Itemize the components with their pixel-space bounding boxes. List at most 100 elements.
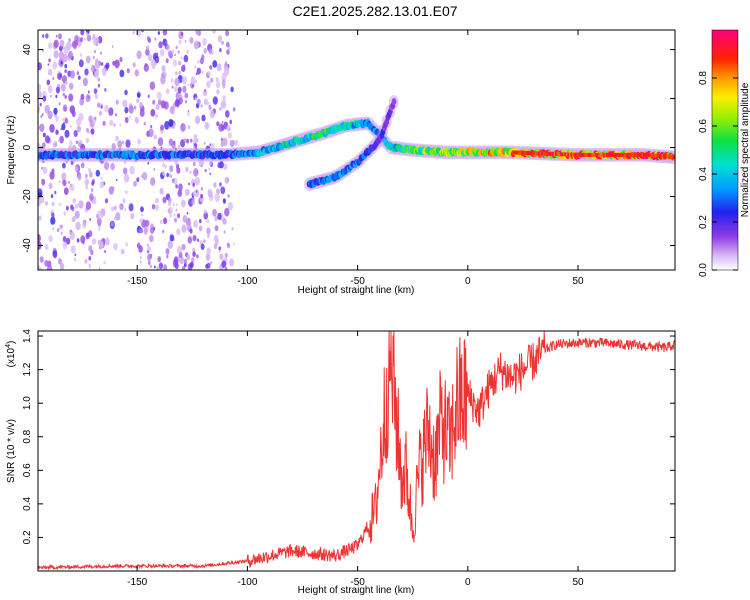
noise-blob (55, 143, 57, 147)
noise-blob (187, 109, 190, 113)
noise-blob (226, 242, 230, 247)
noise-blob (45, 135, 50, 144)
noise-blob (152, 99, 156, 105)
strong-band-cell (664, 154, 667, 159)
noise-blob (71, 110, 76, 118)
snr-frame (37, 330, 676, 572)
noise-blob (42, 34, 45, 38)
strong-band-cell (598, 152, 601, 157)
noise-blob (213, 182, 217, 188)
noise-blob (176, 228, 181, 236)
strong-band-cell (672, 155, 675, 160)
noise-blob (213, 243, 218, 250)
noise-blob (189, 228, 193, 234)
x-tick-label: -150 (127, 276, 147, 287)
noise-blob (203, 239, 206, 244)
noise-blob (147, 253, 152, 261)
noise-blob (229, 258, 235, 267)
noise-blob (48, 42, 53, 49)
x-tick-label: -100 (237, 577, 257, 588)
noise-blob (200, 104, 203, 108)
noise-blob (55, 34, 58, 38)
noise-blob (205, 253, 211, 261)
noise-blob (87, 130, 90, 134)
noise-blob (68, 38, 71, 42)
strong-band-cell (587, 152, 590, 157)
noise-blob (132, 62, 136, 68)
noise-blob (201, 70, 204, 74)
noise-blob (103, 261, 106, 265)
strong-band-cell (604, 152, 607, 157)
noise-blob (167, 240, 173, 249)
noise-blob (104, 198, 109, 204)
spectrogram-x-ticks: -150 -100 -50 0 50 (127, 30, 584, 287)
noise-blob (207, 233, 210, 239)
noise-blob (53, 39, 59, 48)
noise-blob (165, 248, 170, 255)
colorbar-tick-label: 0.4 (698, 167, 709, 181)
strong-band-cell (629, 152, 632, 157)
spectrogram-x-axis-label: Height of straight line (km) (298, 285, 415, 296)
noise-blob (66, 237, 71, 245)
strong-band-cell (606, 152, 609, 157)
noise-blob (191, 257, 195, 263)
noise-blob (230, 86, 234, 93)
noise-blob (115, 99, 119, 105)
noise-blob (122, 198, 126, 204)
noise-blob (46, 264, 53, 270)
strong-band-cell (556, 152, 559, 157)
noise-blob (119, 123, 122, 126)
noise-blob (208, 104, 212, 111)
noise-blob (64, 69, 67, 73)
noise-blob (194, 65, 197, 69)
y-tick-label: 40 (22, 44, 33, 56)
noise-blob (134, 69, 139, 77)
noise-blob (155, 52, 159, 56)
noise-blob (168, 119, 174, 127)
noise-blob (124, 116, 129, 124)
strong-band-cell (562, 152, 565, 157)
noise-blob (145, 219, 150, 227)
noise-blob (218, 123, 224, 132)
strong-band-cell (552, 151, 555, 156)
noise-blob (194, 189, 200, 198)
noise-blob (233, 242, 235, 246)
strong-band-cell (542, 151, 545, 156)
noise-blob (155, 57, 158, 61)
noise-blob (62, 162, 66, 169)
noise-blob (99, 181, 105, 189)
strong-band-cell (579, 152, 582, 157)
noise-blob (62, 53, 68, 63)
noise-blob (52, 142, 56, 148)
spectrogram-frame (37, 29, 676, 271)
noise-blob (175, 45, 178, 50)
noise-blob (203, 211, 209, 220)
noise-blob (157, 256, 161, 263)
noise-blob (226, 49, 230, 55)
noise-blob (215, 76, 219, 83)
snr-scale-exponent: 4 (5, 344, 12, 348)
noise-blob (78, 59, 84, 68)
noise-blob (154, 37, 157, 41)
x-tick-label: -50 (350, 276, 365, 287)
strong-band-cell (618, 152, 621, 157)
noise-blob (196, 254, 199, 259)
noise-blob (88, 255, 92, 261)
noise-blob (105, 62, 110, 69)
noise-blob (217, 162, 222, 169)
strong-band-cell (669, 154, 672, 159)
noise-blob (224, 252, 228, 258)
strong-band-cell (570, 152, 573, 157)
spectrogram-y-axis-label: Frequency (Hz) (6, 116, 17, 185)
noise-blob (173, 177, 178, 185)
noise-blob (125, 242, 128, 247)
strong-band-cell (527, 151, 530, 155)
noise-blob (92, 238, 97, 245)
noise-blob (115, 135, 119, 142)
strong-band-cell (661, 154, 664, 159)
noise-blob (184, 39, 187, 43)
noise-blob (222, 198, 226, 204)
strong-band-cell (513, 150, 516, 155)
noise-blob (75, 140, 78, 144)
noise-blob (64, 129, 70, 138)
